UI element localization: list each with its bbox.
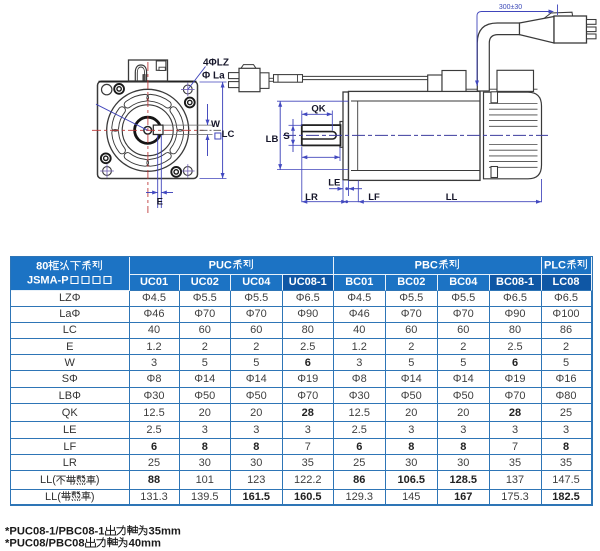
- svg-text:LF: LF: [368, 192, 380, 203]
- svg-text:E: E: [157, 197, 163, 208]
- svg-text:300±30: 300±30: [499, 4, 522, 11]
- svg-text:W: W: [211, 119, 220, 130]
- svg-text:LB: LB: [266, 134, 279, 145]
- svg-text:LL: LL: [446, 192, 458, 203]
- svg-text:S: S: [283, 131, 289, 142]
- svg-text:QK: QK: [311, 104, 325, 115]
- svg-text:LE: LE: [328, 178, 340, 189]
- svg-text:LC: LC: [222, 129, 235, 140]
- svg-text:4ΦLZ: 4ΦLZ: [203, 58, 229, 69]
- svg-text:Φ La: Φ La: [202, 71, 225, 82]
- svg-text:LR: LR: [305, 192, 318, 203]
